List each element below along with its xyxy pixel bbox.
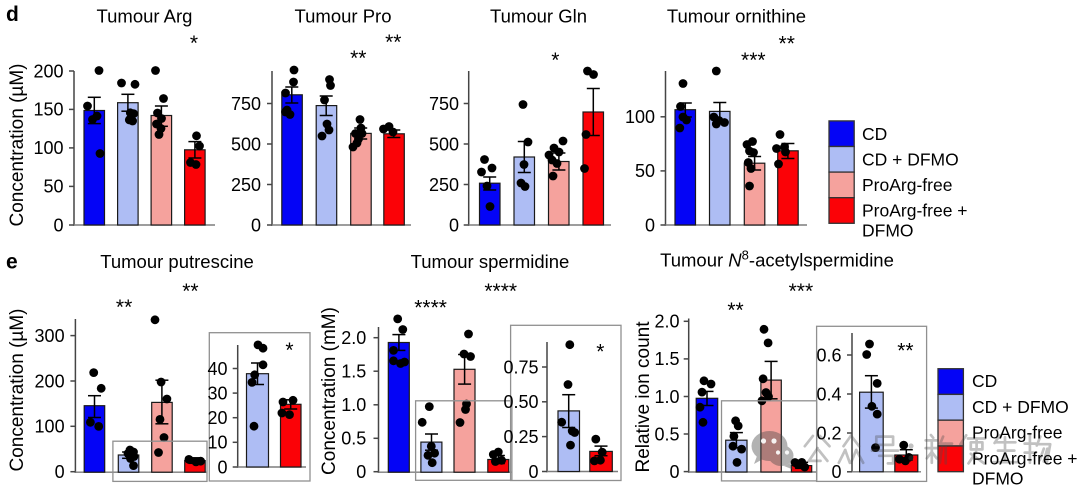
- svg-text:CD + DFMO: CD + DFMO: [972, 397, 1069, 417]
- svg-text:DFMO: DFMO: [862, 221, 914, 241]
- svg-text:0.2: 0.2: [816, 423, 841, 443]
- svg-text:300: 300: [35, 326, 65, 346]
- svg-text:ProArg-free: ProArg-free: [862, 175, 952, 195]
- svg-text:200: 200: [33, 61, 63, 81]
- svg-text:100: 100: [35, 417, 65, 437]
- svg-text:0: 0: [53, 215, 63, 235]
- svg-text:0: 0: [356, 462, 366, 482]
- svg-text:500: 500: [429, 134, 459, 154]
- svg-text:**: **: [116, 296, 132, 319]
- svg-text:**: **: [779, 33, 795, 56]
- svg-text:**: **: [350, 47, 366, 70]
- svg-text:d: d: [6, 3, 19, 26]
- svg-text:*: *: [551, 49, 559, 72]
- svg-text:0.5: 0.5: [654, 424, 679, 444]
- svg-text:750: 750: [231, 94, 261, 114]
- svg-text:CD: CD: [862, 124, 887, 144]
- svg-text:1.5: 1.5: [654, 349, 679, 369]
- svg-text:ProArg-free +: ProArg-free +: [862, 201, 968, 221]
- svg-text:***: ***: [789, 280, 814, 303]
- svg-text:**: **: [385, 31, 401, 54]
- svg-text:1.5: 1.5: [341, 362, 366, 382]
- svg-text:ProArg-free: ProArg-free: [972, 423, 1062, 443]
- svg-text:Concentration (mM): Concentration (mM): [319, 307, 340, 475]
- svg-text:100: 100: [625, 107, 655, 127]
- svg-text:Tumour putrescine: Tumour putrescine: [100, 251, 254, 272]
- svg-text:40: 40: [207, 359, 227, 379]
- svg-text:30: 30: [207, 383, 227, 403]
- svg-text:150: 150: [33, 100, 63, 120]
- svg-text:Relative ion count: Relative ion count: [633, 321, 654, 473]
- svg-text:0.5: 0.5: [341, 429, 366, 449]
- svg-text:***: ***: [741, 49, 766, 72]
- svg-text:20: 20: [207, 408, 227, 428]
- svg-text:0: 0: [669, 462, 679, 482]
- svg-text:500: 500: [231, 134, 261, 154]
- svg-text:750: 750: [429, 94, 459, 114]
- svg-text:250: 250: [231, 175, 261, 195]
- svg-text:0: 0: [528, 462, 538, 482]
- svg-text:10: 10: [207, 433, 227, 453]
- svg-text:CD: CD: [972, 371, 997, 391]
- svg-text:Tumour Pro: Tumour Pro: [295, 6, 392, 27]
- svg-text:**: **: [897, 340, 913, 363]
- svg-text:Concentration (µM): Concentration (µM): [7, 63, 28, 226]
- svg-text:1.0: 1.0: [654, 387, 679, 407]
- svg-text:200: 200: [35, 371, 65, 391]
- svg-text:0.50: 0.50: [503, 392, 538, 412]
- svg-text:100: 100: [33, 138, 63, 158]
- svg-text:0: 0: [449, 215, 459, 235]
- svg-text:0: 0: [55, 462, 65, 482]
- svg-text:0: 0: [217, 457, 227, 477]
- svg-text:Tumour Arg: Tumour Arg: [97, 6, 193, 27]
- svg-text:****: ****: [414, 297, 447, 320]
- svg-text:**: **: [727, 299, 743, 322]
- svg-text:e: e: [6, 251, 18, 274]
- svg-text:Tumour spermidine: Tumour spermidine: [411, 251, 570, 272]
- svg-text:2.0: 2.0: [341, 328, 366, 348]
- svg-text:0.4: 0.4: [816, 384, 841, 404]
- svg-text:CD + DFMO: CD + DFMO: [862, 149, 959, 169]
- svg-text:50: 50: [43, 177, 63, 197]
- svg-text:*: *: [285, 339, 293, 362]
- svg-text:0: 0: [251, 215, 261, 235]
- svg-text:ProArg-free +: ProArg-free +: [972, 448, 1078, 468]
- svg-text:50: 50: [635, 161, 655, 181]
- svg-text:**: **: [182, 280, 198, 303]
- svg-text:0.6: 0.6: [816, 345, 841, 365]
- svg-text:250: 250: [429, 175, 459, 195]
- svg-text:1.0: 1.0: [341, 395, 366, 415]
- svg-text:Concentration (µM): Concentration (µM): [7, 308, 28, 471]
- svg-text:Tumour N8-acetylspermidine: Tumour N8-acetylspermidine: [660, 248, 894, 271]
- svg-text:*: *: [190, 32, 198, 55]
- svg-text:*: *: [596, 341, 604, 364]
- svg-text:****: ****: [484, 280, 517, 303]
- svg-text:0: 0: [645, 215, 655, 235]
- svg-text:0: 0: [831, 462, 841, 482]
- svg-text:0.75: 0.75: [503, 357, 538, 377]
- svg-text:Tumour ornithine: Tumour ornithine: [667, 6, 806, 27]
- svg-text:DFMO: DFMO: [972, 468, 1024, 488]
- svg-text:0.25: 0.25: [503, 427, 538, 447]
- svg-text:Tumour Gln: Tumour Gln: [490, 6, 587, 27]
- svg-text:2.0: 2.0: [654, 312, 679, 332]
